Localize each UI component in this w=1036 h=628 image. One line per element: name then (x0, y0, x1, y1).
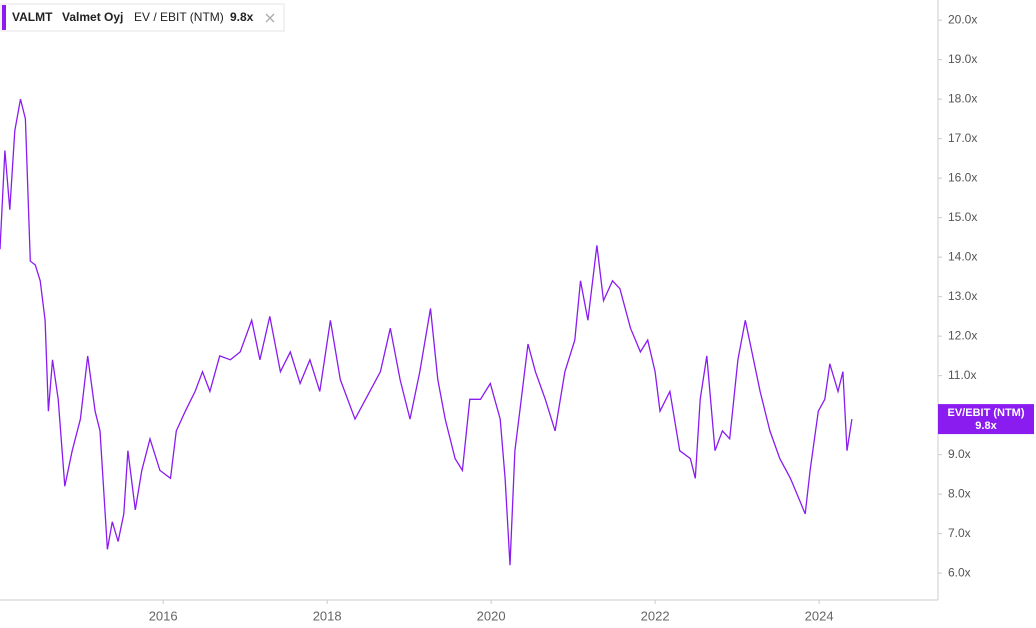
y-tick-label: 18.0x (948, 91, 977, 105)
y-tick-label: 17.0x (948, 131, 977, 145)
y-tick-label: 11.0x (948, 368, 976, 382)
y-tick-label: 15.0x (948, 210, 977, 224)
y-tick-label: 7.0x (948, 526, 971, 540)
close-button[interactable] (265, 13, 275, 23)
series-line (0, 98, 853, 566)
y-tick-label: 20.0x (948, 12, 977, 26)
last-value: 9.8x (230, 10, 254, 24)
last-tag-label: EV/EBIT (NTM) (948, 407, 1025, 419)
x-tick-label: 2016 (149, 608, 178, 623)
y-tick-label: 13.0x (948, 289, 977, 303)
legend-box (0, 3, 285, 32)
x-tick-label: 2018 (313, 608, 342, 623)
x-tick-label: 2022 (641, 608, 670, 623)
company: Valmet Oyj (62, 10, 123, 24)
legend-swatch (2, 5, 6, 30)
y-tick-label: 8.0x (948, 486, 971, 500)
series-name: EV / EBIT (NTM) (134, 10, 224, 24)
y-tick-label: 19.0x (948, 52, 977, 66)
last-tag-value: 9.8x (975, 420, 997, 432)
ticker: VALMT (12, 10, 53, 24)
y-tick-label: 6.0x (948, 565, 971, 579)
legend: VALMT Valmet Oyj EV / EBIT (NTM) 9.8x (0, 3, 285, 32)
x-tick-label: 2024 (805, 608, 834, 623)
y-tick-label: 9.0x (948, 447, 971, 461)
y-tick-label: 14.0x (948, 249, 977, 263)
x-tick-label: 2020 (477, 608, 506, 623)
last-value-tag (938, 404, 1034, 435)
y-tick-label: 16.0x (948, 170, 977, 184)
y-tick-label: 12.0x (948, 328, 977, 342)
